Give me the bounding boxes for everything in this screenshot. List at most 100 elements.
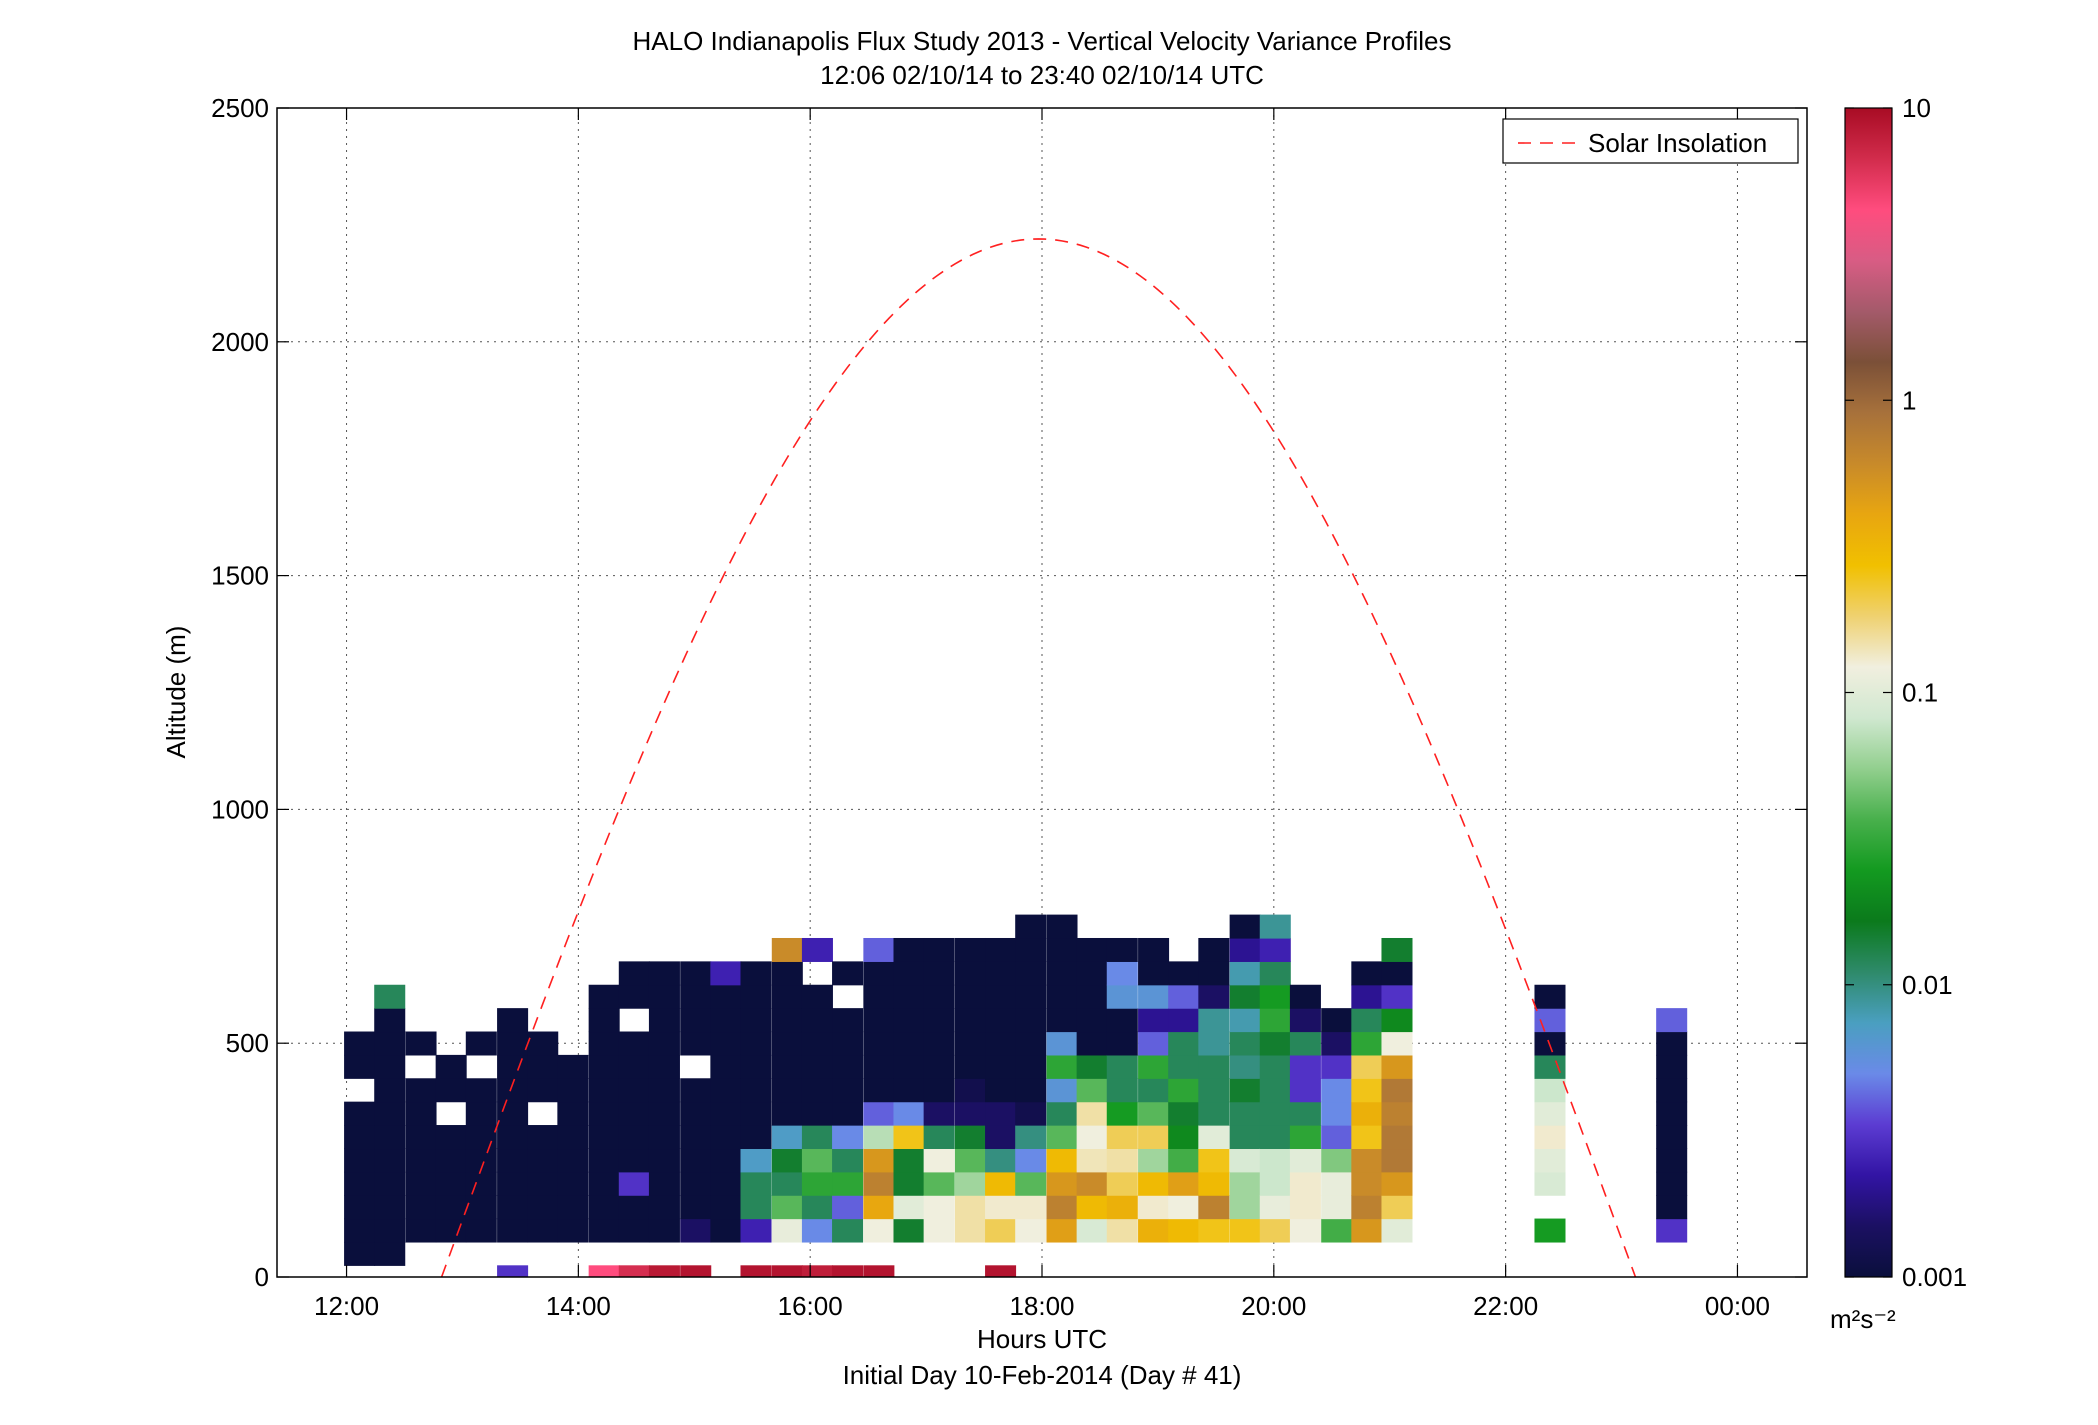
heatmap-cell — [1321, 1125, 1353, 1150]
heatmap-cell — [1534, 1008, 1566, 1033]
heatmap-cell — [1289, 1125, 1321, 1150]
legend: Solar Insolation — [1502, 118, 1799, 164]
heatmap-cell — [405, 1125, 437, 1150]
heatmap-cell — [1381, 984, 1413, 1009]
heatmap-cell — [435, 1125, 467, 1150]
chart-subtitle: 12:06 02/10/14 to 23:40 02/10/14 UTC — [820, 60, 1264, 90]
heatmap-cell — [801, 1078, 833, 1103]
heatmap-cell — [527, 1218, 559, 1243]
heatmap-cell — [1259, 1008, 1291, 1033]
heatmap-cell — [1076, 1054, 1108, 1079]
heatmap-cell — [405, 1171, 437, 1196]
heatmap-cell — [1046, 937, 1078, 962]
heatmap-cell — [985, 1195, 1017, 1220]
heatmap-cell — [1351, 1218, 1383, 1243]
heatmap-cell — [1015, 1054, 1047, 1079]
heatmap-cell — [893, 1054, 925, 1079]
heatmap-cell — [1534, 1148, 1566, 1173]
heatmap-cell — [374, 1101, 406, 1126]
heatmap-cell — [648, 1054, 680, 1079]
heatmap-cell — [1168, 1054, 1200, 1079]
heatmap-cell — [740, 1171, 772, 1196]
heatmap-cell — [1259, 1101, 1291, 1126]
heatmap-cell — [740, 1218, 772, 1243]
heatmap-cell — [1046, 1195, 1078, 1220]
heatmap-cell — [648, 961, 680, 986]
heatmap-cell — [1321, 1078, 1353, 1103]
heatmap-cell — [527, 1054, 559, 1079]
heatmap-cell — [1168, 961, 1200, 986]
heatmap-cell — [863, 1171, 895, 1196]
heatmap-cell — [832, 1101, 864, 1126]
heatmap-cell — [923, 1031, 955, 1056]
heatmap-cell — [801, 1031, 833, 1056]
heatmap-cell — [557, 1125, 589, 1150]
heatmap-cell — [374, 1218, 406, 1243]
heatmap-cell — [1229, 937, 1261, 962]
heatmap-cell — [801, 1054, 833, 1079]
heatmap-cell — [1229, 1218, 1261, 1243]
heatmap-cell — [465, 1171, 497, 1196]
colorbar-tick-label: 10 — [1902, 93, 1931, 123]
heatmap-cell — [527, 1171, 559, 1196]
heatmap-cell — [374, 1148, 406, 1173]
heatmap-cell — [405, 1101, 437, 1126]
heatmap-cell — [740, 1054, 772, 1079]
heatmap-cell — [1198, 1101, 1230, 1126]
heatmap-cell — [1076, 937, 1108, 962]
heatmap-cell — [923, 1195, 955, 1220]
heatmap-cell — [1076, 1218, 1108, 1243]
y-tick-label: 2500 — [211, 93, 269, 123]
heatmap-cell — [465, 1078, 497, 1103]
heatmap-cell — [680, 1265, 712, 1277]
heatmap-cell — [771, 1101, 803, 1126]
heatmap-cell — [1656, 1171, 1688, 1196]
heatmap-cell — [527, 1031, 559, 1056]
heatmap-cell — [618, 1148, 650, 1173]
y-tick-label: 2000 — [211, 327, 269, 357]
heatmap-cell — [344, 1031, 376, 1056]
x-tick-label: 20:00 — [1241, 1291, 1306, 1321]
heatmap-cell — [985, 1054, 1017, 1079]
heatmap-cell — [1106, 1101, 1138, 1126]
heatmap-cell — [680, 1125, 712, 1150]
heatmap-cell — [832, 1148, 864, 1173]
heatmap-cell — [985, 961, 1017, 986]
heatmap-cell — [1381, 1008, 1413, 1033]
heatmap-cell — [1259, 1148, 1291, 1173]
heatmap-cell — [527, 1195, 559, 1220]
heatmap-cell — [1015, 937, 1047, 962]
heatmap-cell — [801, 1171, 833, 1196]
heatmap-cell — [344, 1241, 376, 1266]
heatmap-cell — [954, 1054, 986, 1079]
heatmap-cell — [1076, 1008, 1108, 1033]
heatmap-cell — [954, 984, 986, 1009]
heatmap-cell — [771, 984, 803, 1009]
heatmap-cell — [923, 1125, 955, 1150]
heatmap-cell — [1106, 1008, 1138, 1033]
heatmap-cell — [1381, 1218, 1413, 1243]
heatmap-cell — [771, 1148, 803, 1173]
heatmap-cell — [1534, 1054, 1566, 1079]
heatmap-cell — [1289, 1218, 1321, 1243]
heatmap-cell — [740, 961, 772, 986]
heatmap-cell — [405, 1218, 437, 1243]
heatmap-cell — [1229, 1008, 1261, 1033]
heatmap-cell — [1168, 1218, 1200, 1243]
heatmap-cell — [1168, 984, 1200, 1009]
heatmap-cell — [344, 1101, 376, 1126]
heatmap-cell — [710, 1148, 742, 1173]
heatmap-cell — [497, 1101, 529, 1126]
heatmap-cell — [771, 1171, 803, 1196]
heatmap-cell — [1321, 1218, 1353, 1243]
heatmap-cell — [740, 1148, 772, 1173]
heatmap-cell — [680, 1078, 712, 1103]
solar-insolation-curve — [440, 238, 1637, 1277]
heatmap-cell — [1076, 961, 1108, 986]
heatmap-cell — [832, 1218, 864, 1243]
chart-title: HALO Indianapolis Flux Study 2013 - Vert… — [633, 26, 1452, 56]
heatmap-cell — [497, 1078, 529, 1103]
heatmap-cell — [710, 1008, 742, 1033]
heatmap-cell — [1015, 1078, 1047, 1103]
heatmap-cell — [1138, 961, 1170, 986]
